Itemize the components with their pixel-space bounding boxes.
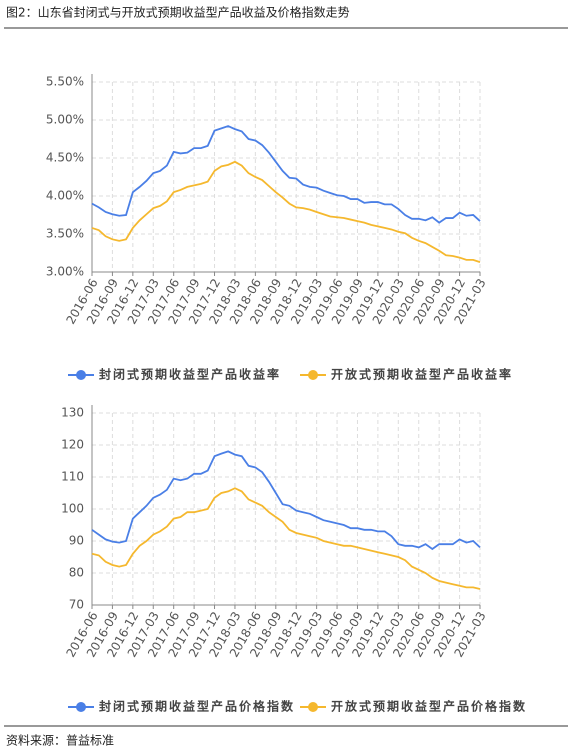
y-tick-label: 5.00% (46, 113, 84, 127)
y-tick-label: 70 (69, 598, 84, 612)
y-tick-label: 4.50% (46, 151, 84, 165)
series-line (91, 160, 481, 263)
legend-label: 封闭式预期收益型产品价格指数 (99, 699, 295, 714)
y-tick-label: 3.50% (46, 227, 84, 241)
y-tick-label: 80 (69, 566, 84, 580)
legend-marker (76, 370, 86, 380)
y-tick-label: 120 (61, 438, 84, 452)
y-tick-label: 100 (61, 502, 84, 516)
legend-label: 开放式预期收益型产品收益率 (331, 367, 513, 382)
legend-marker (308, 370, 318, 380)
series-line (91, 487, 481, 590)
y-tick-label: 3.00% (46, 265, 84, 279)
series-line (91, 125, 481, 224)
series-line (91, 450, 481, 551)
legend-label: 开放式预期收益型产品价格指数 (331, 699, 527, 714)
figure-title: 图2：山东省封闭式与开放式预期收益型产品收益及价格指数走势 (6, 5, 350, 20)
y-tick-label: 4.00% (46, 189, 84, 203)
y-tick-label: 5.50% (46, 75, 84, 89)
source: 资料来源：普益标准 (6, 734, 114, 748)
legend-marker (76, 702, 86, 712)
legend-label: 封闭式预期收益型产品收益率 (99, 367, 281, 382)
legend-marker (308, 702, 318, 712)
y-tick-label: 130 (61, 406, 84, 420)
y-tick-label: 110 (61, 470, 84, 484)
y-tick-label: 90 (69, 534, 84, 548)
